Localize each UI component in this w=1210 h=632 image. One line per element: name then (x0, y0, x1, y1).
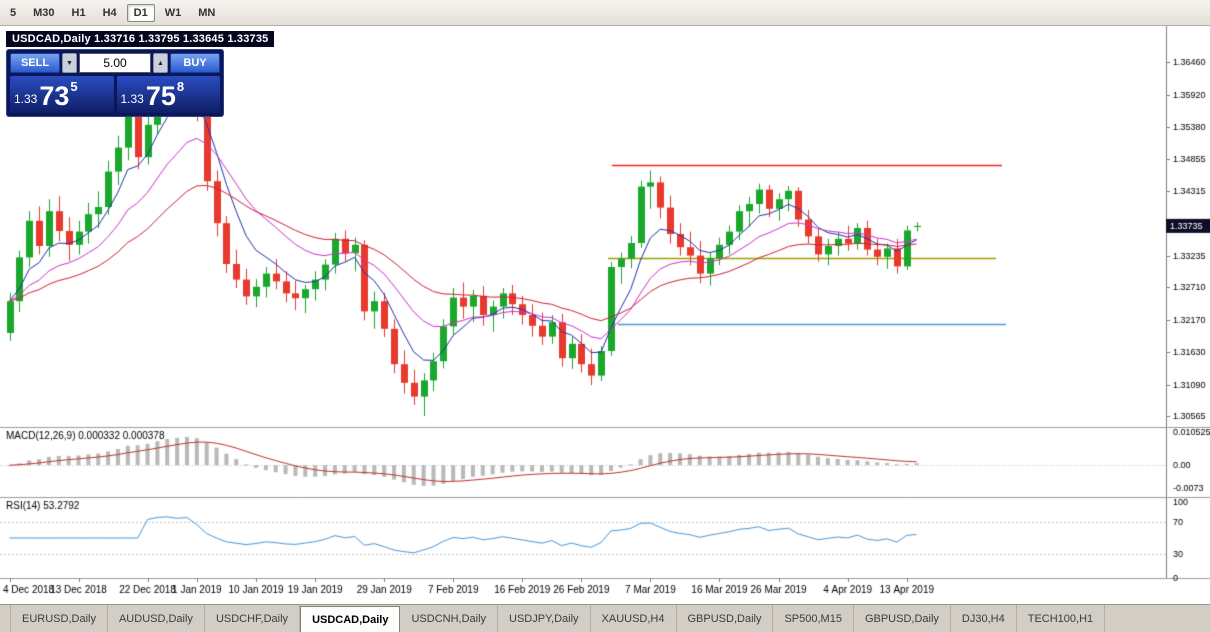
timeframe-button-d1[interactable]: D1 (126, 3, 155, 22)
buy-price-prefix: 1.33 (120, 92, 144, 106)
chart-tab-xauusd-h4[interactable]: XAUUSD,H4 (591, 605, 677, 632)
chart-title-ohlc: USDCAD,Daily 1.33716 1.33795 1.33645 1.3… (6, 31, 275, 47)
timeframe-button-5[interactable]: 5 (3, 4, 23, 22)
chart-tab-sp500-m15[interactable]: SP500,M15 (773, 605, 854, 632)
chart-tabs-bar: EURUSD,Daily AUDUSD,Daily USDCHF,Daily USDC… (0, 604, 1210, 632)
one-click-trading-panel: SELL ▼ ▲ BUY 1.33 73 5 1.33 75 8 (6, 49, 224, 117)
timeframe-button-h1[interactable]: H1 (65, 4, 93, 22)
sell-price-display[interactable]: 1.33 73 5 (10, 76, 114, 113)
timeframe-button-mn[interactable]: MN (191, 4, 222, 22)
timeframe-toolbar: 5 M30 H1 H4 D1 W1 MN (0, 0, 1210, 26)
timeframe-button-m30[interactable]: M30 (26, 4, 61, 22)
buy-price-main-digits: 75 (145, 81, 176, 111)
chart-tab-eurusd-daily[interactable]: EURUSD,Daily (10, 605, 108, 632)
buy-price-pip-digit: 8 (176, 79, 185, 94)
chart-tab-usdcad-daily[interactable]: USDCAD,Daily (300, 606, 401, 632)
trade-prices-row: 1.33 73 5 1.33 75 8 (10, 76, 220, 113)
timeframe-button-h4[interactable]: H4 (96, 4, 124, 22)
chart-area: USDCAD,Daily 1.33716 1.33795 1.33645 1.3… (0, 26, 1210, 604)
chart-tab-audusd-daily[interactable]: AUDUSD,Daily (108, 605, 205, 632)
trade-controls-row: SELL ▼ ▲ BUY (10, 53, 220, 73)
buy-price-display[interactable]: 1.33 75 8 (116, 76, 220, 113)
chart-tab-gbpusd-daily[interactable]: GBPUSD,Daily (854, 605, 951, 632)
chart-tab-usdcnh-daily[interactable]: USDCNH,Daily (400, 605, 499, 632)
volume-increase-button[interactable]: ▲ (153, 53, 168, 73)
chart-tab-usdjpy-daily[interactable]: USDJPY,Daily (498, 605, 591, 632)
chevron-up-icon: ▲ (157, 59, 164, 67)
price-chart-canvas[interactable] (0, 26, 1210, 604)
chart-tab-gbpusd-daily[interactable]: GBPUSD,Daily (677, 605, 774, 632)
chart-tab-usdchf-daily[interactable]: USDCHF,Daily (205, 605, 301, 632)
chart-tab-tech100-h1[interactable]: TECH100,H1 (1017, 605, 1106, 632)
volume-decrease-button[interactable]: ▼ (62, 53, 77, 73)
sell-price-main-digits: 73 (39, 81, 70, 111)
sell-price-prefix: 1.33 (14, 92, 38, 106)
chevron-down-icon: ▼ (66, 59, 73, 67)
timeframe-button-w1[interactable]: W1 (158, 4, 189, 22)
chart-tab-dj30-h4[interactable]: DJ30,H4 (951, 605, 1017, 632)
buy-button[interactable]: BUY (170, 53, 220, 73)
sell-button[interactable]: SELL (10, 53, 60, 73)
volume-input[interactable] (79, 53, 151, 73)
sell-price-pip-digit: 5 (70, 79, 78, 94)
